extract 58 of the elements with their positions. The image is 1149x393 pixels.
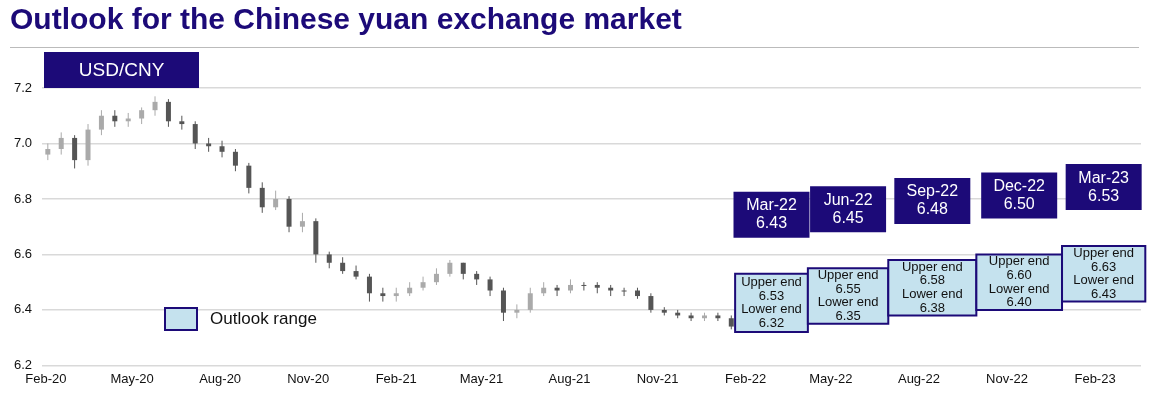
legend-label: Outlook range (210, 309, 317, 330)
x-tick-label: Aug-20 (199, 370, 242, 386)
candlestick (581, 281, 587, 291)
candlestick (353, 265, 359, 280)
candlestick (299, 212, 305, 233)
candlestick (500, 287, 506, 322)
data-label: Upper end 6.63 Lower end 6.43 (1073, 244, 1135, 301)
y-tick-label: 6.2 (13, 356, 33, 372)
candlestick (380, 287, 386, 303)
data-label: Upper end 6.53 Lower end 6.32 (741, 274, 802, 331)
candlestick (621, 287, 627, 297)
candlestick (165, 98, 171, 128)
chart-title: Outlook for the Chinese yuan exchange market (10, 2, 682, 36)
x-tick-label: Feb-20 (25, 370, 67, 386)
data-label: Upper end 6.58 Lower end 6.38 (901, 258, 963, 315)
candlestick (58, 131, 64, 156)
x-tick-label: Nov-20 (287, 370, 330, 386)
y-tick-label: 6.4 (13, 301, 33, 317)
annotation: Dec-22 6.50 (993, 176, 1046, 212)
x-tick-label: Nov-22 (986, 370, 1028, 386)
candlestick (273, 190, 279, 211)
annotation: Sep-22 6.48 (906, 182, 959, 218)
series-label: USD/CNY (44, 52, 200, 88)
x-tick-label: Feb-22 (725, 370, 767, 386)
data-label: Upper end 6.55 Lower end 6.35 (817, 267, 879, 324)
x-tick-label: Feb-23 (1074, 370, 1116, 386)
y-tick-label: 6.8 (13, 190, 33, 206)
y-tick-label: 6.6 (13, 246, 33, 262)
candlestick (259, 181, 265, 214)
candlestick (487, 276, 493, 297)
candlestick (366, 273, 372, 303)
candlestick (232, 148, 238, 172)
annotation: Jun-22 6.45 (823, 190, 873, 226)
candlestick (246, 162, 252, 194)
y-tick-label: 7.2 (13, 79, 33, 95)
data-label: Upper end 6.60 Lower end 6.40 (988, 253, 1050, 310)
x-tick-label: May-21 (459, 370, 504, 386)
x-tick-label: Aug-21 (548, 370, 591, 386)
x-tick-label: Feb-21 (375, 370, 417, 386)
x-tick-label: May-20 (110, 370, 154, 386)
candlestick (152, 95, 158, 117)
candlestick (72, 134, 78, 169)
candlestick (554, 284, 560, 297)
annotation: Mar-22 6.43 (746, 196, 797, 232)
candlestick (514, 303, 520, 319)
annotation: Mar-23 6.53 (1078, 168, 1130, 204)
candlestick (688, 312, 694, 322)
y-tick-label: 7.0 (13, 135, 33, 151)
candlestick (219, 140, 225, 158)
candlestick (715, 312, 721, 322)
candlestick (527, 287, 533, 314)
x-tick-label: Aug-22 (897, 370, 940, 386)
candlestick (98, 109, 104, 136)
candlestick (648, 292, 654, 314)
candlestick (420, 276, 426, 291)
candlestick (192, 120, 198, 150)
x-tick-label: May-22 (809, 370, 853, 386)
x-tick-label: Nov-21 (636, 370, 679, 386)
